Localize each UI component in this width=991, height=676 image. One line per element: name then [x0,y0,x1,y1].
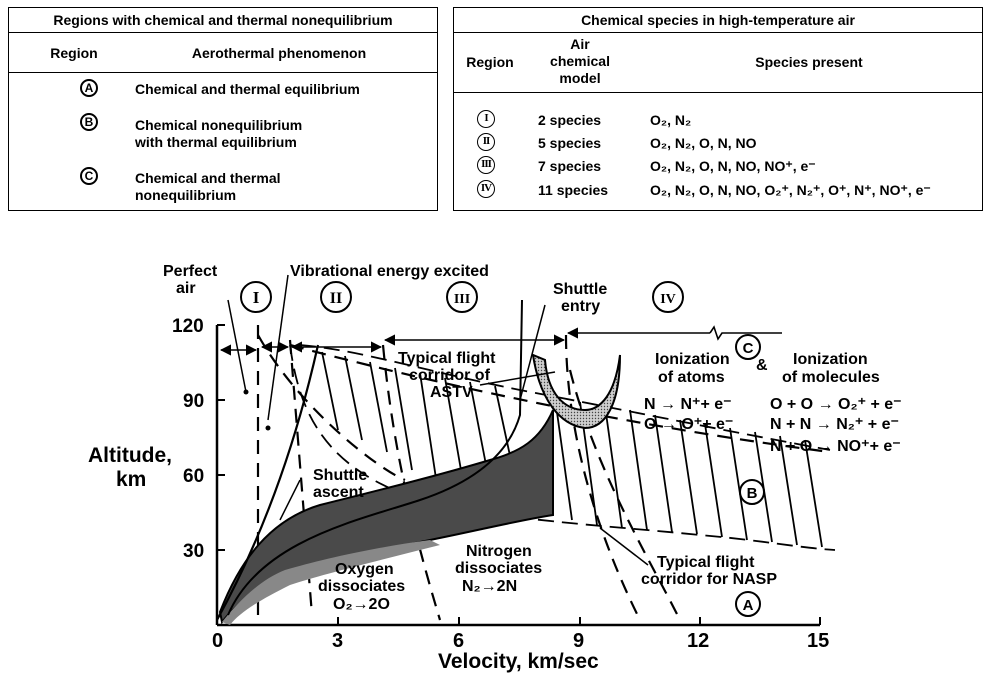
label-perfect-air-2: air [176,280,196,297]
svg-text:IV: IV [660,292,676,307]
region-marker-b: B [739,479,765,505]
y-axis-title-1: Altitude, [88,444,172,467]
species-region-iii-symbol: III [477,156,495,174]
species-row-ii-species: O₂, N₂, O, N, NO [650,135,757,151]
species-row-iii-species: O₂, N₂, O, N, NO, NO⁺, e⁻ [650,158,816,174]
label-ion-mol-eq-2: N + N → N₂⁺ + e⁻ [770,416,899,433]
label-nitrogen-1: Nitrogen [466,543,532,560]
label-nitrogen-2: dissociates [455,560,542,577]
axis-ticks [217,324,821,625]
species-col-species: Species present [755,54,863,70]
regions-table-title: Regions with chemical and thermal nonequ… [9,8,437,33]
svg-text:I: I [253,288,260,307]
svg-text:C: C [743,340,754,357]
svg-text:B: B [747,485,758,502]
region-a-symbol: A [80,79,98,97]
label-ion-atoms-2: of atoms [658,369,725,386]
species-header-divider [454,92,982,93]
regions-col-region: Region [50,45,98,61]
label-ion-mol-2: of molecules [782,369,880,386]
species-row-ii-model: 5 species [538,135,602,151]
region-b-text-2: with thermal equilibrium [135,134,297,150]
leader-lines [227,274,649,566]
label-astv-2: corridor of [409,367,491,384]
species-col-model-2: chemical [550,53,610,69]
species-table-title: Chemical species in high-temperature air [454,8,982,33]
x-tick-0: 0 [212,630,223,652]
species-col-model-1: Air [570,36,590,52]
y-tick-120: 120 [172,316,204,337]
x-tick-6: 6 [453,630,464,652]
region-marker-iv: IV [652,281,684,313]
label-ion-mol-eq-1: O + O → O₂⁺ + e⁻ [770,396,902,413]
region-marker-c: C [735,334,761,360]
label-ion-mol-1: Ionization [793,351,868,368]
species-row-iii-model: 7 species [538,158,602,174]
region-marker-a: A [735,591,761,617]
region-marker-ii: II [320,281,352,313]
x-tick-12: 12 [687,630,709,652]
shuttle-entry-lobe [531,353,621,430]
y-tick-30: 30 [183,541,204,562]
regions-table: Regions with chemical and thermal nonequ… [8,7,438,211]
region-marker-iii: III [446,281,478,313]
region-a-text: Chemical and thermal equilibrium [135,81,360,97]
label-ion-atoms-eq-1: N → N⁺+ e⁻ [644,396,732,413]
label-shuttle-ascent-1: Shuttle [313,467,367,484]
x-axis-title: Velocity, km/sec [438,650,599,673]
y-axis-title-2: km [116,468,146,491]
label-ion-atoms-eq-2: O → O⁺+ e⁻ [644,416,733,433]
label-ion-atoms-1: Ionization [655,351,730,368]
x-tick-3: 3 [332,630,343,652]
species-row-iv-species: O₂, N₂, O, N, NO, O₂⁺, N₂⁺, O⁺, N⁺, NO⁺,… [650,182,931,198]
svg-text:A: A [743,597,754,614]
region-c-text-1: Chemical and thermal [135,170,281,186]
species-row-i-model: 2 species [538,112,602,128]
label-vibrational: Vibrational energy excited [290,263,489,280]
species-region-ii-symbol: II [477,133,495,151]
label-shuttle-entry-1: Shuttle [553,281,607,298]
svg-text:III: III [454,292,470,307]
species-table: Chemical species in high-temperature air… [453,7,983,211]
region-arrows [219,325,782,356]
species-col-model-3: model [559,70,601,86]
label-astv-1: Typical flight [398,350,496,367]
label-oxygen-1: Oxygen [335,561,394,578]
label-oxygen-3: O₂→2O [333,596,390,613]
label-shuttle-ascent-2: ascent [313,484,364,501]
svg-text:II: II [330,290,342,307]
shuttle-entry-curve [227,299,523,616]
x-tick-9: 9 [573,630,584,652]
region-marker-i: I [240,281,272,313]
shuttle-ascent-curve [216,344,320,621]
species-row-i-species: O₂, N₂ [650,112,692,128]
species-row-iv-model: 11 species [538,182,609,198]
label-ampersand: & [756,357,768,374]
label-astv-3: ASTV [430,384,473,401]
x-tick-15: 15 [807,630,829,652]
y-tick-90: 90 [183,391,204,412]
region-boundaries [256,325,831,625]
regions-col-phenomenon: Aerothermal phenomenon [191,45,367,61]
species-col-region: Region [466,54,514,70]
regions-header-divider [9,72,437,73]
label-oxygen-2: dissociates [318,578,405,595]
region-b-text-1: Chemical nonequilibrium [135,117,303,133]
region-b-symbol: B [80,113,98,131]
label-nasp-2: corridor for NASP [641,571,777,588]
species-region-i-symbol: I [477,110,495,128]
region-c-symbol: C [80,167,98,185]
y-tick-60: 60 [183,466,204,487]
species-region-iv-symbol: IV [477,180,495,198]
label-shuttle-entry-2: entry [561,298,600,315]
astv-corridor-light [222,540,440,625]
label-perfect-air-1: Perfect [163,263,218,280]
label-ion-mol-eq-3: N + O → NO⁺+ e⁻ [770,438,901,455]
region-c-text-2: nonequilibrium [135,187,237,203]
label-nitrogen-3: N₂→2N [462,578,517,595]
label-nasp-1: Typical flight [657,554,755,571]
